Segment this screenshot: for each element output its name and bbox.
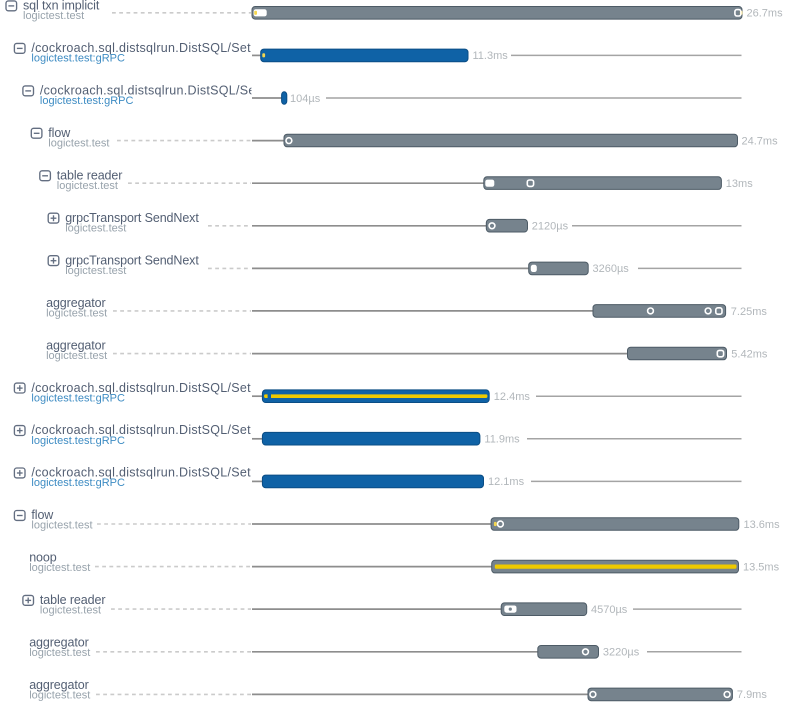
- svg-text:11.9ms: 11.9ms: [484, 434, 520, 446]
- svg-text:logictest.test: logictest.test: [29, 647, 90, 659]
- svg-text:logictest.test: logictest.test: [65, 223, 126, 235]
- svg-text:sql txn implicit: sql txn implicit: [23, 0, 100, 13]
- svg-text:7.9ms: 7.9ms: [737, 689, 767, 701]
- svg-text:logictest.test:gRPC: logictest.test:gRPC: [31, 392, 125, 404]
- svg-text:logictest.test: logictest.test: [57, 180, 118, 192]
- svg-text:noop: noop: [29, 551, 57, 565]
- svg-text:3260µs: 3260µs: [593, 263, 630, 275]
- svg-text:logictest.test: logictest.test: [23, 10, 84, 22]
- svg-text:/cockroach.sql.distsqlrun.Dist: /cockroach.sql.distsqlrun.DistSQL/SetupF…: [31, 41, 293, 55]
- svg-text:flow: flow: [31, 508, 54, 522]
- svg-text:flow: flow: [48, 126, 71, 140]
- svg-text:logictest.test:gRPC: logictest.test:gRPC: [31, 435, 125, 447]
- svg-text:12.1ms: 12.1ms: [488, 476, 525, 488]
- svg-text:4570µs: 4570µs: [591, 604, 628, 616]
- svg-text:104µs: 104µs: [290, 93, 321, 105]
- svg-text:11.3ms: 11.3ms: [473, 50, 509, 62]
- svg-text:grpcTransport SendNext: grpcTransport SendNext: [65, 211, 199, 225]
- svg-text:aggregator: aggregator: [46, 296, 105, 310]
- svg-text:logictest.test:gRPC: logictest.test:gRPC: [31, 53, 125, 65]
- svg-text:logictest.test: logictest.test: [46, 350, 107, 362]
- svg-text:12.4ms: 12.4ms: [494, 391, 531, 403]
- svg-text:logictest.test: logictest.test: [29, 690, 90, 702]
- svg-text:logictest.test: logictest.test: [65, 265, 126, 277]
- svg-text:logictest.test: logictest.test: [46, 307, 107, 319]
- svg-text:table reader: table reader: [40, 593, 106, 607]
- svg-text:/cockroach.sql.distsqlrun.Dist: /cockroach.sql.distsqlrun.DistSQL/SetupF…: [31, 381, 293, 395]
- svg-text:13.6ms: 13.6ms: [744, 519, 781, 531]
- svg-text:2120µs: 2120µs: [532, 221, 569, 233]
- svg-text:3220µs: 3220µs: [603, 647, 640, 659]
- svg-text:/cockroach.sql.distsqlrun.Dist: /cockroach.sql.distsqlrun.DistSQL/SetupF…: [31, 466, 293, 480]
- svg-text:logictest.test: logictest.test: [48, 138, 109, 150]
- svg-text:aggregator: aggregator: [46, 338, 105, 352]
- svg-text:24.7ms: 24.7ms: [742, 136, 779, 148]
- svg-text:26.7ms: 26.7ms: [747, 8, 784, 20]
- svg-text:logictest.test:gRPC: logictest.test:gRPC: [40, 95, 134, 107]
- svg-text:aggregator: aggregator: [29, 636, 88, 650]
- svg-text:table reader: table reader: [57, 169, 123, 183]
- svg-text:5.42ms: 5.42ms: [731, 348, 768, 360]
- svg-text:logictest.test: logictest.test: [31, 520, 92, 532]
- svg-text:grpcTransport SendNext: grpcTransport SendNext: [65, 253, 199, 267]
- svg-text:13.5ms: 13.5ms: [743, 562, 780, 574]
- svg-text:logictest.test: logictest.test: [40, 605, 101, 617]
- svg-text:13ms: 13ms: [726, 178, 753, 190]
- svg-text:logictest.test:gRPC: logictest.test:gRPC: [31, 477, 125, 489]
- svg-text:7.25ms: 7.25ms: [731, 306, 768, 318]
- svg-text:/cockroach.sql.distsqlrun.Dist: /cockroach.sql.distsqlrun.DistSQL/SetupF…: [31, 423, 293, 437]
- svg-text:aggregator: aggregator: [29, 678, 88, 692]
- svg-text:/cockroach.sql.distsqlrun.Dist: /cockroach.sql.distsqlrun.DistSQL/SetupF…: [40, 84, 302, 98]
- svg-text:logictest.test: logictest.test: [29, 562, 90, 574]
